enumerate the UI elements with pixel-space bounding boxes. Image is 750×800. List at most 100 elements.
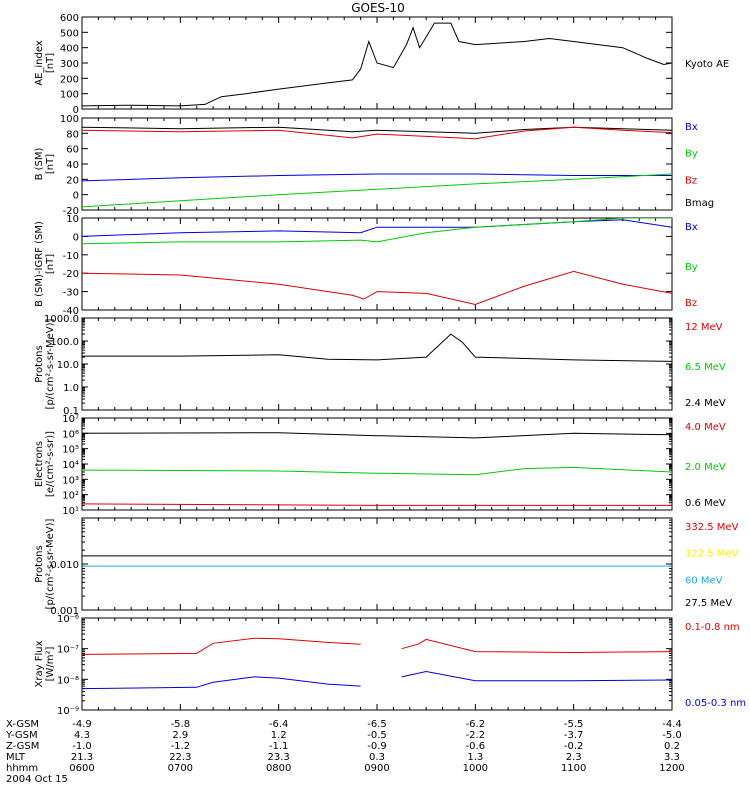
legend-entry: 2.0 MeV: [685, 462, 726, 473]
footer-value: -6.5: [367, 719, 387, 730]
footer-value: -2.2: [466, 730, 486, 741]
legend-entry: By: [685, 262, 698, 273]
legend-entry: 60 MeV: [685, 575, 723, 586]
y-tick-label: 100.0: [50, 337, 79, 348]
footer-value: 1000: [463, 763, 488, 774]
y-axis-label-line: [e/(cm²-s-sr)]: [45, 431, 56, 497]
y-tick-label: 80: [66, 129, 79, 140]
y-tick-label: 10⁻⁶: [57, 614, 79, 625]
panel-1: 0 100 200 300 400 500 600 AE_index[nT] Kyoto AE: [34, 13, 729, 116]
y-tick-label: 10⁻⁹: [57, 706, 79, 717]
y-axis-label: AE_index[nT]: [34, 40, 56, 86]
legend-entry: 27.5 MeV: [685, 598, 732, 609]
y-tick-label: 200: [60, 74, 79, 85]
y-tick-label: -10: [63, 251, 79, 262]
series-line-1: [82, 22, 672, 107]
footer-value: 2.9: [172, 730, 188, 741]
footer-value: -5.0: [662, 730, 682, 741]
legend-entry: 4.0 MeV: [685, 422, 726, 433]
legend-entry: 122.5 MeV: [685, 549, 739, 560]
footer-value: -6.2: [466, 719, 486, 730]
panel-2: -20 0 20 40 60 80 100 B (SM)[nT] Bx By Bz Bmag: [34, 114, 714, 217]
y-tick-label: 10⁻⁷: [57, 645, 79, 656]
legend-entry: 332.5 MeV: [685, 522, 739, 533]
y-axis-label: Xray Flux[W/m²]: [34, 640, 56, 687]
footer-row-label: X-GSM: [6, 719, 39, 730]
footer-value: 4.3: [74, 730, 90, 741]
footer-value: 3.3: [664, 752, 680, 763]
y-tick-label: 40: [66, 160, 79, 171]
legend-entry: By: [685, 149, 698, 160]
y-axis-label-line: [nT]: [45, 154, 56, 174]
footer-ephemeris: X-GSM -4.9 -5.8 -6.4 -6.5 -6.2 -5.5 -4.4 Y-GSM 4.…: [5, 719, 685, 785]
panel-3: -40 -30 -20 -10 0 10 B (SM)-IGRF (SM)[nT] Bx By B…: [34, 214, 698, 317]
legend-entry: Bx: [685, 122, 698, 133]
y-tick-label: 500: [60, 28, 79, 39]
y-tick-label: 0.010: [50, 560, 79, 571]
footer-date: 2004 Oct 15: [6, 774, 68, 785]
footer-value: 0800: [266, 763, 291, 774]
series-group: [82, 637, 672, 690]
y-tick-label: 10⁷: [62, 414, 79, 425]
footer-value: -1.1: [269, 741, 289, 752]
series-line-2: [82, 466, 672, 476]
footer-row-label: Y-GSM: [5, 730, 38, 741]
panel-5: 10¹ 10² 10³ 10⁴ 10⁵ 10⁶ 10⁷ Electrons[e/(cm²-s-…: [34, 414, 726, 517]
footer-value: 0.2: [664, 741, 680, 752]
y-tick-label: 10⁻⁸: [57, 675, 79, 686]
legend-entry: Bmag: [685, 198, 714, 209]
y-tick-label: 1.0: [63, 383, 79, 394]
y-axis-label-line: B (SM)-IGRF (SM): [34, 221, 45, 307]
y-axis-label-line: [nT]: [45, 254, 56, 274]
series-line-1: [401, 638, 672, 654]
series-line-1: [82, 432, 672, 439]
series-group: [82, 218, 672, 306]
y-axis-label-line: Electrons: [34, 441, 45, 487]
y-axis-label: Protons[p/(cm²-s-sr-MeV)]: [34, 518, 56, 609]
y-axis-label-line: [nT]: [45, 53, 56, 73]
legend-entry: 6.5 MeV: [685, 362, 726, 373]
y-tick-label: -20: [63, 206, 79, 217]
footer-value: -0.5: [367, 730, 387, 741]
series-line-2: [82, 218, 672, 245]
footer-value: -0.9: [367, 741, 387, 752]
y-axis-label-line: [W/m²]: [45, 646, 56, 681]
footer-value: 0900: [364, 763, 389, 774]
footer-value: -4.9: [72, 719, 92, 730]
series-line-1: [82, 333, 672, 362]
y-tick-label: 60: [66, 145, 79, 156]
y-axis-label: Electrons[e/(cm²-s-sr)]: [34, 431, 56, 497]
y-tick-label: 10¹: [62, 506, 79, 517]
y-tick-label: 10⁵: [62, 445, 79, 456]
y-axis-label-line: B (SM): [34, 147, 45, 180]
footer-value: -6.4: [269, 719, 289, 730]
y-tick-label: -30: [63, 288, 79, 299]
y-tick-label: 10⁶: [62, 429, 79, 440]
footer-value: -1.0: [72, 741, 92, 752]
footer-value: 0700: [168, 763, 193, 774]
y-tick-label: 600: [60, 13, 79, 24]
footer-row-label: Z-GSM: [6, 741, 39, 752]
legend-entry: Bx: [685, 222, 698, 233]
footer-value: 1100: [561, 763, 586, 774]
series-group: [82, 333, 672, 362]
panel-4: 0.11.010.0100.01000.0Protons[p/(cm²-s-sr…: [34, 314, 726, 417]
y-axis-label-line: Protons: [34, 345, 45, 382]
y-tick-label: 10⁴: [62, 460, 79, 471]
legend-entry: 2.4 MeV: [685, 398, 726, 409]
legend-entry: Bz: [685, 298, 697, 309]
series-line-1: [82, 637, 361, 655]
footer-value: -5.5: [564, 719, 584, 730]
y-tick-label: 100: [60, 90, 79, 101]
series-line-4: [82, 173, 672, 208]
footer-row-label: hhmm: [6, 763, 38, 774]
footer-value: 22.3: [169, 752, 191, 763]
footer-value: -4.4: [662, 719, 682, 730]
y-axis-label-line: Protons: [34, 545, 45, 582]
legend-entry: 12 MeV: [685, 322, 723, 333]
series-group: [82, 22, 672, 107]
y-tick-label: 0: [73, 191, 79, 202]
